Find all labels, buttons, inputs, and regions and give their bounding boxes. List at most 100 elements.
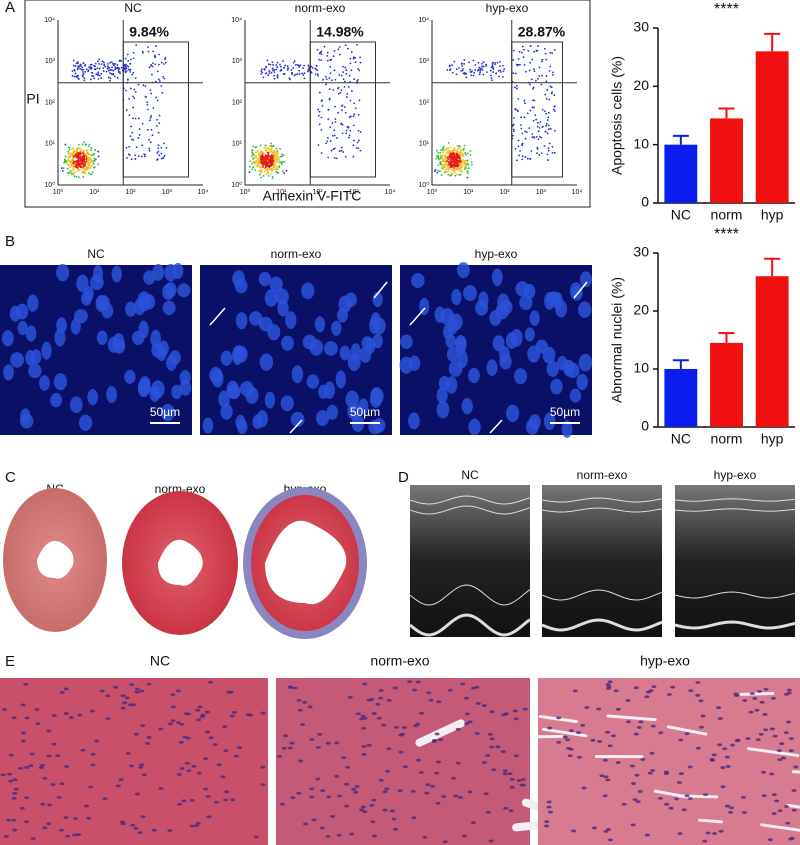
flow-event [80, 159, 82, 162]
flow-event [80, 166, 83, 169]
cell-nucleus [213, 800, 219, 804]
y-tick-label: 10 [633, 135, 649, 151]
cell-nucleus [584, 706, 590, 709]
cell-nucleus [576, 755, 582, 759]
flow-event [116, 76, 119, 79]
flow-event [537, 77, 539, 80]
flow-event [100, 77, 103, 79]
cell-nucleus [361, 726, 367, 730]
flow-event [517, 97, 520, 100]
flow-event [86, 162, 89, 165]
flow-event [496, 61, 499, 64]
flow-event [529, 109, 532, 112]
flow-event [467, 167, 470, 170]
cell-nucleus [483, 792, 489, 796]
flow-event [552, 108, 555, 111]
cell-nucleus [309, 795, 315, 799]
cell-nucleus [434, 732, 440, 736]
cell-nucleus [786, 691, 792, 695]
cell-nucleus [317, 733, 323, 736]
cell-nucleus [309, 787, 315, 791]
nuclei [399, 262, 593, 439]
flow-event [549, 85, 552, 88]
flow-event [77, 67, 79, 70]
echo-trace [409, 613, 531, 637]
echo-trace [409, 505, 531, 515]
cell-nucleus [716, 706, 722, 709]
flow-event [461, 151, 463, 154]
flow-event [531, 133, 534, 135]
image-label: hyp-exo [640, 653, 690, 669]
flow-event [334, 121, 337, 123]
flow-event [449, 152, 452, 155]
cell-nucleus [450, 776, 456, 780]
nucleus [359, 346, 372, 363]
nucleus [232, 270, 245, 288]
flow-event [265, 66, 267, 69]
flow-plot [60, 44, 168, 179]
cell-nucleus [178, 740, 184, 744]
flow-event [267, 147, 270, 149]
flow-event [251, 149, 254, 152]
flow-event [150, 63, 153, 66]
flow-event [275, 64, 278, 66]
flow-event [67, 154, 70, 156]
cell-nucleus [46, 729, 52, 733]
flow-event [127, 79, 129, 81]
flow-event [547, 149, 550, 152]
cell-nucleus [730, 743, 736, 747]
flow-event [128, 114, 131, 116]
flow-event [515, 159, 518, 162]
flow-event [76, 148, 78, 151]
x-tick-label: NC [671, 207, 691, 223]
cell-nucleus [39, 764, 45, 767]
flow-event [317, 114, 320, 117]
flow-event [461, 65, 464, 67]
flow-plot [434, 45, 556, 179]
panel-label: A [5, 0, 15, 16]
cell-nucleus [485, 753, 491, 757]
flow-event [157, 144, 160, 147]
flow-event [151, 134, 154, 137]
cell-nucleus [668, 806, 674, 810]
flow-event [75, 161, 78, 164]
cell-nucleus [438, 738, 444, 742]
flow-event [518, 154, 521, 157]
cell-nucleus [610, 734, 616, 738]
nucleus [290, 411, 305, 427]
cell-nucleus [658, 796, 664, 800]
y-tick-label: 30 [633, 244, 649, 260]
cell-nucleus [186, 769, 192, 773]
flow-event [530, 78, 533, 81]
cell-nucleus [663, 770, 669, 774]
flow-event [256, 149, 259, 152]
flow-event [138, 128, 141, 130]
flow-event [349, 62, 352, 65]
flow-event [467, 172, 469, 175]
flow-event [548, 98, 551, 101]
flow-event [529, 83, 531, 86]
flow-event [127, 65, 130, 68]
cell-nucleus [460, 682, 466, 686]
flow-event [340, 89, 343, 92]
flow-event [270, 158, 273, 160]
cell-nucleus [63, 712, 69, 715]
flow-event [82, 154, 84, 157]
cell-nucleus [632, 798, 638, 802]
nucleus [143, 270, 156, 285]
cell-nucleus [134, 792, 140, 796]
cell-nucleus [591, 826, 597, 830]
flow-event [456, 158, 459, 161]
flow-event [158, 63, 160, 66]
nucleus [576, 373, 588, 391]
flow-event [435, 157, 437, 160]
flow-event [260, 153, 262, 156]
flow-event [278, 166, 281, 169]
flow-event [537, 45, 539, 48]
cell-nucleus [139, 763, 145, 767]
flow-event [455, 150, 458, 153]
cell-nucleus [565, 738, 571, 742]
cell-nucleus [145, 742, 151, 745]
cell-nucleus [59, 782, 65, 786]
cell-nucleus [724, 804, 730, 808]
